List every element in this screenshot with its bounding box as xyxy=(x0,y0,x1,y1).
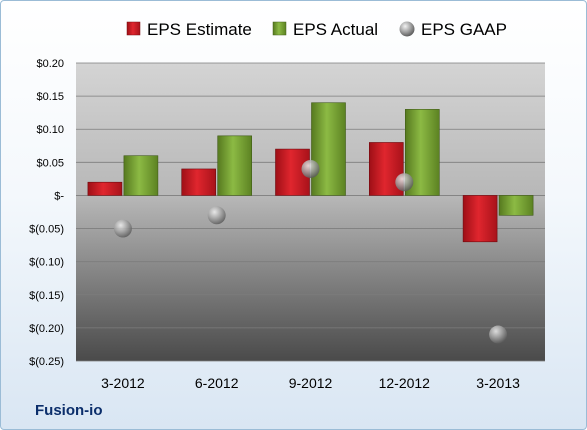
y-tick-label: $0.15 xyxy=(36,91,64,103)
marker-eps-gaap xyxy=(489,325,508,344)
x-tick-label: 3-2012 xyxy=(101,375,145,391)
legend-label-gaap: EPS GAAP xyxy=(421,20,507,39)
y-axis-ticks: $0.20 $0.15 $0.10 $0.05 $- $(0.05) $(0.10) $(0.… xyxy=(29,58,64,368)
legend-swatch-gaap xyxy=(399,21,415,37)
x-tick-label: 3-2013 xyxy=(476,375,520,391)
bar-eps-actual xyxy=(311,102,346,196)
legend-swatch-estimate xyxy=(126,21,141,36)
bar-eps-actual xyxy=(217,135,252,196)
y-tick-label: $(0.05) xyxy=(29,224,64,236)
y-tick-label: $0.10 xyxy=(36,124,64,136)
marker-eps-gaap xyxy=(395,173,414,192)
x-tick-label: 6-2012 xyxy=(195,375,239,391)
x-axis-ticks: 3-2012 6-2012 9-2012 12-2012 3-2013 xyxy=(101,375,520,391)
company-name: Fusion-io xyxy=(35,402,103,419)
gridlines xyxy=(76,62,545,362)
bar-eps-estimate xyxy=(181,168,216,196)
marker-eps-gaap xyxy=(113,219,132,238)
y-tick-label: $0.20 xyxy=(36,58,64,70)
legend-label-actual: EPS Actual xyxy=(293,20,378,39)
bar-eps-actual xyxy=(498,195,534,216)
x-tick-label: 12-2012 xyxy=(379,375,431,391)
y-tick-label: $- xyxy=(54,190,64,202)
y-tick-label: $(0.25) xyxy=(29,356,64,368)
y-tick-label: $(0.20) xyxy=(29,323,64,335)
legend-label-estimate: EPS Estimate xyxy=(147,20,252,39)
bar-eps-estimate xyxy=(87,181,123,196)
y-tick-label: $0.05 xyxy=(36,157,64,169)
gaap-markers-layer xyxy=(113,159,508,344)
x-tick-label: 9-2012 xyxy=(289,375,333,391)
legend-swatch-actual xyxy=(272,21,287,36)
marker-eps-gaap xyxy=(301,159,320,178)
bars-layer xyxy=(87,102,534,243)
legend: EPS Estimate EPS Actual EPS GAAP xyxy=(126,20,507,39)
bar-eps-estimate xyxy=(368,142,404,196)
bar-eps-actual xyxy=(123,155,159,196)
bar-eps-estimate xyxy=(462,195,498,243)
marker-eps-gaap xyxy=(207,206,226,225)
y-tick-label: $(0.15) xyxy=(29,290,64,302)
y-tick-label: $(0.10) xyxy=(29,257,64,269)
